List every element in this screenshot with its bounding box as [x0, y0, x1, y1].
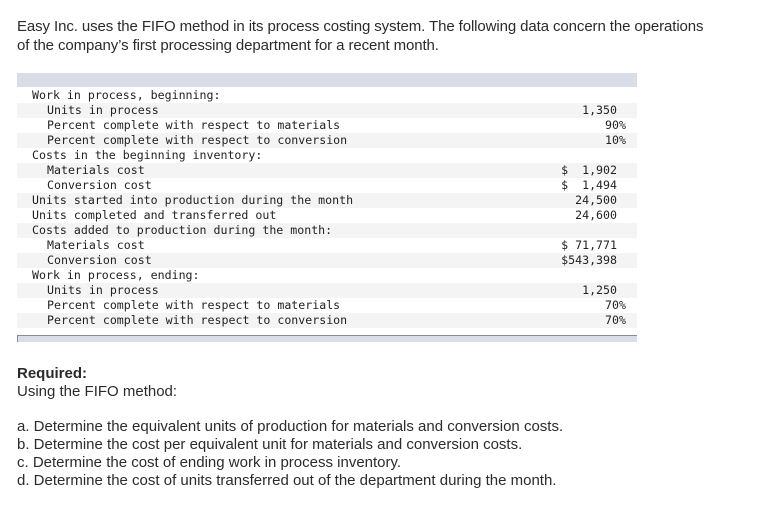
row-value: 1,250 — [582, 283, 617, 297]
required-heading: Required: — [17, 365, 88, 382]
table-row: Work in process, ending: — [17, 268, 637, 283]
table-row: Conversion cost $ 1,494 — [17, 178, 637, 193]
row-value: 90% — [605, 118, 626, 132]
required-item-b: b. Determine the cost per equivalent uni… — [17, 436, 523, 453]
row-label: Units started into production during the… — [32, 193, 354, 207]
intro-line-2: of the company’s first processing depart… — [17, 37, 439, 54]
table-row: Percent complete with respect to convers… — [17, 313, 637, 328]
row-label: Percent complete with respect to convers… — [47, 133, 348, 147]
spacer — [17, 401, 752, 418]
required-subtitle: Using the FIFO method: — [17, 383, 178, 400]
table-footer-bar — [17, 335, 637, 342]
row-label: Materials cost — [47, 238, 145, 252]
required-item-c: c. Determine the cost of ending work in … — [17, 454, 402, 471]
table-row: Costs in the beginning inventory: — [17, 148, 637, 163]
row-label: Units in process — [47, 283, 159, 297]
required-section: Required: Using the FIFO method: a. Dete… — [17, 365, 752, 490]
table-row: Percent complete with respect to materia… — [17, 118, 637, 133]
row-value: 1,350 — [582, 103, 617, 117]
table-row: Percent complete with respect to convers… — [17, 133, 637, 148]
table-row: Conversion cost $543,398 — [17, 253, 637, 268]
row-value: $ 71,771 — [561, 238, 617, 252]
intro-line-1: Easy Inc. uses the FIFO method in its pr… — [17, 18, 704, 35]
table-row: Work in process, beginning: — [17, 88, 637, 103]
row-label: Units in process — [47, 103, 159, 117]
table-body: Work in process, beginning: Units in pro… — [17, 87, 637, 328]
row-value: $ 1,494 — [561, 178, 617, 192]
row-label: Work in process, ending: — [32, 268, 200, 282]
row-label: Conversion cost — [47, 253, 152, 267]
row-label: Percent complete with respect to convers… — [47, 313, 348, 327]
row-value: 24,500 — [575, 193, 617, 207]
row-label: Percent complete with respect to materia… — [47, 298, 341, 312]
table-header-bar — [17, 73, 637, 87]
table-row: Materials cost $ 1,902 — [17, 163, 637, 178]
required-item-d: d. Determine the cost of units transferr… — [17, 472, 557, 489]
table-row: Materials cost $ 71,771 — [17, 238, 637, 253]
row-label: Work in process, beginning: — [32, 88, 221, 102]
problem-intro: Easy Inc. uses the FIFO method in its pr… — [17, 17, 752, 55]
row-label: Costs in the beginning inventory: — [32, 148, 263, 162]
table-row: Units completed and transferred out 24,6… — [17, 208, 637, 223]
table-row: Units in process 1,350 — [17, 103, 637, 118]
row-value: 70% — [605, 313, 626, 327]
row-value: $543,398 — [561, 253, 617, 267]
row-label: Conversion cost — [47, 178, 152, 192]
row-value: 70% — [605, 298, 626, 312]
row-label: Costs added to production during the mon… — [32, 223, 333, 237]
table-row: Costs added to production during the mon… — [17, 223, 637, 238]
cost-data-table: Work in process, beginning: Units in pro… — [17, 73, 637, 342]
row-label: Percent complete with respect to materia… — [47, 118, 341, 132]
row-value: 10% — [605, 133, 626, 147]
row-value: $ 1,902 — [561, 163, 617, 177]
row-value: 24,600 — [575, 208, 617, 222]
table-row: Units in process 1,250 — [17, 283, 637, 298]
table-row: Units started into production during the… — [17, 193, 637, 208]
row-label: Units completed and transferred out — [32, 208, 277, 222]
row-label: Materials cost — [47, 163, 145, 177]
table-row: Percent complete with respect to materia… — [17, 298, 637, 313]
required-item-a: a. Determine the equivalent units of pro… — [17, 418, 564, 435]
